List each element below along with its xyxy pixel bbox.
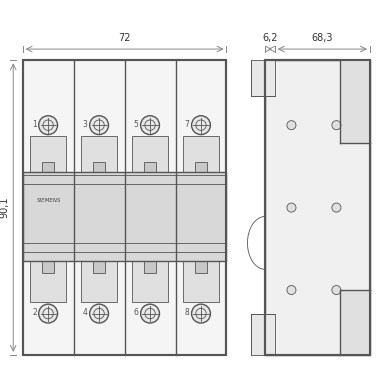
- Bar: [81, 137, 117, 172]
- Bar: [132, 137, 168, 172]
- Circle shape: [287, 203, 296, 212]
- Text: 1: 1: [32, 120, 37, 129]
- Circle shape: [43, 120, 53, 131]
- Text: 4: 4: [83, 308, 88, 317]
- Text: 7: 7: [185, 120, 190, 129]
- Text: 2: 2: [32, 308, 37, 317]
- Circle shape: [94, 120, 104, 131]
- Bar: [30, 137, 66, 172]
- Circle shape: [287, 286, 296, 295]
- Bar: [251, 60, 275, 96]
- Bar: [23, 60, 226, 355]
- Bar: [194, 162, 207, 172]
- Bar: [93, 261, 105, 273]
- Circle shape: [94, 308, 104, 319]
- Text: 6: 6: [134, 308, 139, 317]
- Circle shape: [192, 304, 211, 323]
- Bar: [42, 261, 54, 273]
- Circle shape: [141, 116, 159, 135]
- Bar: [340, 290, 370, 355]
- Bar: [340, 60, 370, 143]
- Circle shape: [332, 203, 341, 212]
- Circle shape: [145, 308, 155, 319]
- Circle shape: [39, 116, 58, 135]
- Text: 90,1: 90,1: [0, 197, 10, 218]
- Circle shape: [90, 304, 109, 323]
- Circle shape: [196, 308, 206, 319]
- Circle shape: [39, 304, 58, 323]
- Text: 8: 8: [185, 308, 190, 317]
- Bar: [265, 60, 370, 355]
- Bar: [23, 172, 226, 261]
- Circle shape: [332, 121, 341, 130]
- Bar: [183, 261, 219, 302]
- Bar: [81, 261, 117, 302]
- Bar: [251, 314, 275, 355]
- Bar: [23, 60, 226, 355]
- Bar: [144, 261, 156, 273]
- Circle shape: [287, 121, 296, 130]
- Text: 6,2: 6,2: [262, 33, 278, 44]
- Circle shape: [43, 308, 53, 319]
- Bar: [93, 162, 105, 172]
- Circle shape: [141, 304, 159, 323]
- Bar: [265, 60, 370, 355]
- Bar: [30, 261, 66, 302]
- Text: 5: 5: [134, 120, 139, 129]
- Bar: [183, 137, 219, 172]
- Bar: [144, 162, 156, 172]
- Bar: [132, 261, 168, 302]
- Bar: [265, 60, 370, 355]
- Circle shape: [332, 286, 341, 295]
- Text: 3: 3: [83, 120, 88, 129]
- Circle shape: [192, 116, 211, 135]
- Circle shape: [196, 120, 206, 131]
- Text: 68,3: 68,3: [311, 33, 333, 44]
- Bar: [194, 261, 207, 273]
- Bar: [42, 162, 54, 172]
- Text: 72: 72: [118, 33, 131, 44]
- Text: SIEMENS: SIEMENS: [37, 198, 62, 203]
- Circle shape: [90, 116, 109, 135]
- Circle shape: [145, 120, 155, 131]
